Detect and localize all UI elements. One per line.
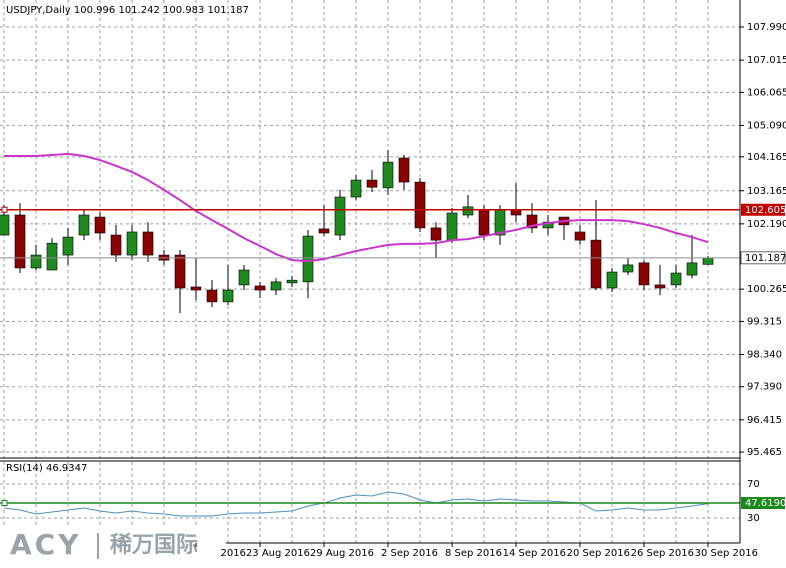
level-handle xyxy=(1,206,8,213)
y-tick-label: 107.990 xyxy=(747,22,786,33)
rsi-level-label: 47.6190 xyxy=(745,498,786,509)
y-tick-label: 100.265 xyxy=(747,284,786,295)
candle-body xyxy=(622,264,634,273)
candle-body xyxy=(590,239,602,289)
x-tick-label: 2 Sep 2016 xyxy=(381,548,438,559)
candle-body xyxy=(478,209,490,236)
candle-body xyxy=(526,214,538,229)
watermark-bg xyxy=(0,526,226,568)
y-tick-label: 105.090 xyxy=(747,120,786,131)
candle-body xyxy=(462,206,474,216)
x-tick-label: 29 Aug 2016 xyxy=(310,548,374,559)
candle-body xyxy=(302,235,314,283)
x-tick-label: 26 Sep 2016 xyxy=(631,548,694,559)
plot xyxy=(0,149,740,517)
x-tick-label: 20 Sep 2016 xyxy=(567,548,630,559)
candle-body xyxy=(174,254,186,289)
x-tick-label: 14 Sep 2016 xyxy=(503,548,566,559)
candle-body xyxy=(638,262,650,286)
rsi-tick-label: 70 xyxy=(747,479,760,490)
candle-body xyxy=(254,285,266,291)
rsi-level-handle xyxy=(1,500,8,507)
y-tick-label: 102.190 xyxy=(747,219,786,230)
candle-body xyxy=(222,289,234,303)
candle-body xyxy=(286,279,298,284)
candle-body xyxy=(430,227,442,241)
y-tick-label: 107.015 xyxy=(747,55,786,66)
price-label: 101.187 xyxy=(745,253,786,264)
header-low: 100.983 xyxy=(163,5,204,16)
rsi-tick-label: 30 xyxy=(747,513,760,524)
candle-body xyxy=(686,262,698,276)
rsi-level-label-bg xyxy=(741,497,785,510)
moving-average xyxy=(4,152,709,263)
rsi-line xyxy=(3,491,709,517)
candle-body xyxy=(382,161,394,189)
candle-body xyxy=(46,242,58,271)
candle-body xyxy=(110,234,122,256)
x-tick-label: 2016 xyxy=(221,548,246,559)
candle-body xyxy=(142,231,154,256)
candle-body xyxy=(190,286,202,291)
x-tick-label: 8 Sep 2016 xyxy=(445,548,502,559)
header-high: 101.242 xyxy=(118,5,159,16)
y-tick-label: 96.415 xyxy=(747,415,782,426)
candle-body xyxy=(446,212,458,241)
candle-body xyxy=(574,231,586,241)
candle-body xyxy=(366,179,378,188)
watermark-brand: ACY xyxy=(10,528,82,561)
watermark-name: 稀万国际 xyxy=(110,532,198,558)
candle-body xyxy=(206,289,218,303)
rsi-value: 46.9347 xyxy=(46,463,87,474)
level-label: 102.605 xyxy=(745,205,786,216)
y-tick-label: 95.465 xyxy=(747,447,782,458)
candle-body xyxy=(702,257,714,265)
candle-body xyxy=(510,209,522,216)
candle-body xyxy=(238,269,250,286)
candle-body xyxy=(654,284,666,289)
level-label-bg xyxy=(741,203,785,216)
y-tick-label: 99.315 xyxy=(747,316,782,327)
x-tick-label: 30 Sep 2016 xyxy=(695,548,758,559)
candle-body xyxy=(270,281,282,291)
candle-body xyxy=(334,196,346,236)
candle-body xyxy=(62,236,74,256)
x-tick-label: 23 Aug 2016 xyxy=(246,548,310,559)
candle-body xyxy=(126,231,138,256)
candle-body xyxy=(606,271,618,289)
rsi-name: RSI(14) xyxy=(6,463,43,474)
y-tick-label: 104.165 xyxy=(747,152,786,163)
chart-title: USDJPY,Daily 100.996 101.242 100.983 101… xyxy=(6,5,249,16)
y-tick-label: 103.165 xyxy=(747,186,786,197)
y-tick-label: 106.065 xyxy=(747,87,786,98)
symbol: USDJPY,Daily xyxy=(6,5,71,16)
header-open: 100.996 xyxy=(74,5,115,16)
header-close: 101.187 xyxy=(208,5,249,16)
candle-body xyxy=(414,181,426,229)
candle-body xyxy=(0,214,10,236)
candle-body xyxy=(542,221,554,229)
candle-body xyxy=(94,216,106,234)
candle-body xyxy=(30,254,42,269)
price-label-bg xyxy=(740,251,786,265)
rsi-title: RSI(14) 46.9347 xyxy=(6,463,87,474)
candle-body xyxy=(670,272,682,286)
candle-body xyxy=(350,179,362,198)
candle-body xyxy=(78,214,90,236)
candle-body xyxy=(398,157,410,183)
candle-body xyxy=(494,209,506,236)
candle-body xyxy=(318,228,330,234)
y-tick-label: 97.390 xyxy=(747,382,782,393)
candle-body xyxy=(14,214,26,269)
grid xyxy=(0,0,740,543)
y-tick-label: 98.340 xyxy=(747,349,782,360)
